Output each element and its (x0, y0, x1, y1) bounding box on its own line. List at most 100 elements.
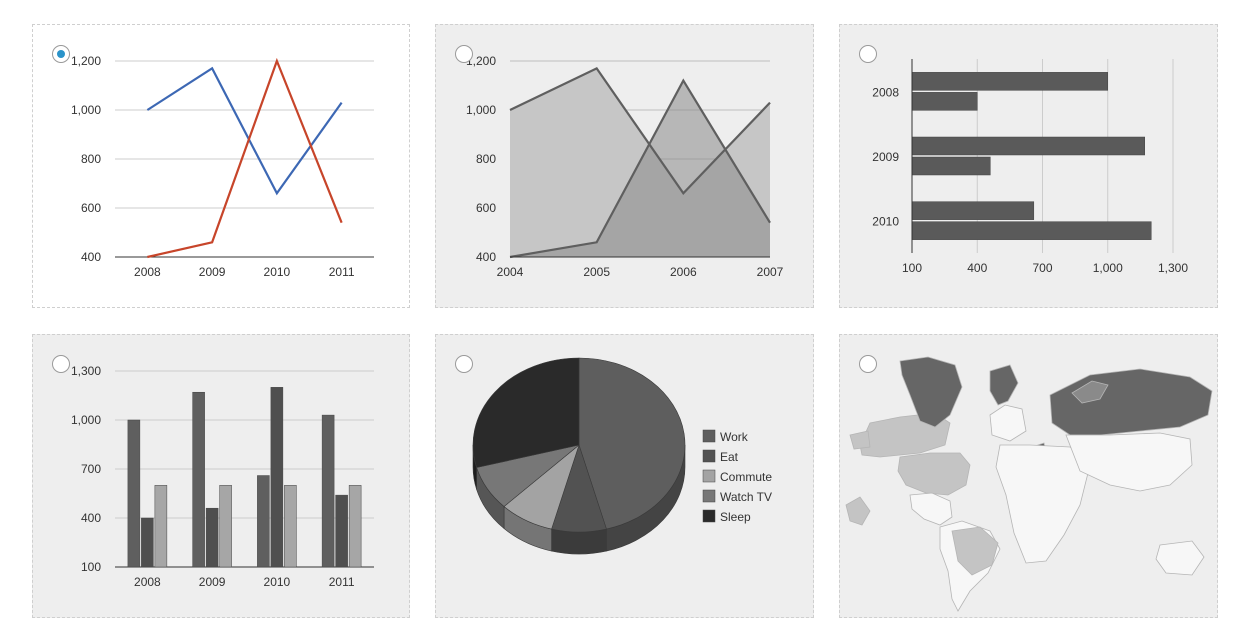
y-tick-label: 2008 (872, 85, 899, 99)
x-tick-label: 1,000 (1093, 261, 1123, 275)
map-country-usa (897, 452, 971, 496)
chart-option-radio[interactable] (859, 355, 877, 373)
map-country-europe (989, 404, 1027, 442)
legend-label: Sleep (720, 510, 751, 524)
series-line (147, 57, 343, 259)
chart-option-hbar[interactable]: 100 400 700 1,000 1,300 2008 2009 2010 (839, 24, 1218, 308)
map-country-asia (1065, 432, 1193, 492)
chart-option-area[interactable]: 400 600 800 1,000 1,200 2004 2005 2006 2007 (435, 24, 814, 308)
x-tick-label: 2011 (329, 265, 355, 279)
y-tick-label: 400 (81, 250, 101, 264)
legend-swatch (702, 509, 716, 523)
x-tick-label: 2010 (264, 265, 291, 279)
legend-swatch (702, 429, 716, 443)
legend-label: Work (720, 430, 749, 444)
chart-option-pie[interactable]: Work Eat Commute Watch TV Sleep (435, 334, 814, 618)
y-tick-label: 1,000 (466, 103, 496, 117)
x-tick-label: 700 (1032, 261, 1052, 275)
bar (270, 387, 284, 568)
bar (348, 485, 362, 568)
y-tick-label: 400 (81, 511, 101, 525)
chart-option-radio[interactable] (455, 45, 473, 63)
y-tick-label: 800 (476, 152, 496, 166)
chart-option-vbar[interactable]: 100 400 700 1,000 1,300 2008 2009 2010 2011 (32, 334, 410, 618)
bar (911, 221, 1152, 240)
y-tick-label: 1,000 (71, 413, 101, 427)
bar (141, 517, 154, 568)
y-tick-label: 400 (476, 250, 496, 264)
x-tick-label: 2008 (134, 265, 161, 279)
map-country-africa (995, 444, 1091, 564)
x-tick-label: 2004 (497, 265, 524, 279)
legend-swatch (702, 489, 716, 503)
legend-label: Eat (720, 450, 739, 464)
map-country-russia (1049, 368, 1213, 436)
map-country-brazil (951, 526, 999, 576)
chart-option-line[interactable]: 400 600 800 1,000 1,200 2008 2009 2010 2011 (32, 24, 410, 308)
bar (284, 485, 297, 568)
y-tick-label: 1,200 (466, 54, 496, 68)
y-tick-label: 2010 (872, 215, 899, 229)
legend-swatch (702, 449, 716, 463)
pie-chart: Work Eat Commute Watch TV Sleep (472, 357, 772, 555)
bar (154, 485, 168, 568)
x-tick-label: 2005 (583, 265, 610, 279)
bar (335, 494, 348, 568)
area-chart: 400 600 800 1,000 1,200 2004 2005 2006 2007 (466, 54, 784, 279)
bar (219, 485, 232, 568)
y-tick-label: 2009 (872, 150, 899, 164)
legend-label: Commute (720, 470, 772, 484)
x-tick-label: 100 (902, 261, 922, 275)
bar (127, 419, 141, 568)
bar (911, 72, 1108, 91)
bar (911, 136, 1145, 156)
y-tick-label: 800 (81, 152, 101, 166)
series-line (509, 78, 771, 259)
geo-map-chart (845, 356, 1213, 612)
y-tick-label: 100 (81, 560, 101, 574)
x-tick-label: 2008 (134, 575, 161, 589)
chart-option-radio[interactable] (859, 45, 877, 63)
chart-option-radio[interactable] (52, 45, 70, 63)
y-tick-label: 600 (81, 201, 101, 215)
bar (321, 414, 335, 568)
y-tick-label: 600 (476, 201, 496, 215)
x-tick-label: 1,300 (1158, 261, 1188, 275)
chart-option-radio[interactable] (455, 355, 473, 373)
map-country-greenland (899, 356, 963, 428)
x-tick-label: 400 (967, 261, 987, 275)
y-tick-label: 1,300 (71, 364, 101, 378)
series-line (509, 66, 771, 196)
x-tick-label: 2011 (329, 575, 355, 589)
x-tick-label: 2009 (199, 265, 226, 279)
y-tick-label: 1,200 (71, 54, 101, 68)
map-country-finland (1071, 380, 1109, 404)
line-chart: 400 600 800 1,000 1,200 2008 2009 2010 2011 (71, 54, 374, 279)
bar (911, 156, 991, 176)
series-line (146, 66, 343, 196)
y-tick-label: 700 (81, 462, 101, 476)
column-chart: 100 400 700 1,000 1,300 2008 2009 2010 2011 (71, 364, 374, 589)
series-area (510, 80, 770, 257)
map-country-alaska (849, 430, 871, 450)
x-tick-label: 2007 (757, 265, 784, 279)
x-tick-label: 2010 (264, 575, 291, 589)
y-tick-label: 1,000 (71, 103, 101, 117)
bar (911, 92, 978, 111)
chart-option-map[interactable] (839, 334, 1218, 618)
pie-slice (472, 357, 580, 468)
bar (192, 391, 205, 568)
pie-slice (578, 357, 686, 530)
x-tick-label: 2006 (670, 265, 697, 279)
legend-label: Watch TV (720, 490, 772, 504)
bar (257, 475, 270, 568)
horizontal-bar-chart: 100 400 700 1,000 1,300 2008 2009 2010 (872, 59, 1188, 275)
x-tick-label: 2009 (199, 575, 226, 589)
map-country-mexico (909, 492, 953, 526)
pie-slice-side (551, 528, 607, 555)
map-country-hawaii (845, 496, 871, 526)
chart-option-radio[interactable] (52, 355, 70, 373)
map-country-australia (1155, 540, 1205, 576)
bar (205, 507, 219, 568)
legend-swatch (702, 469, 716, 483)
